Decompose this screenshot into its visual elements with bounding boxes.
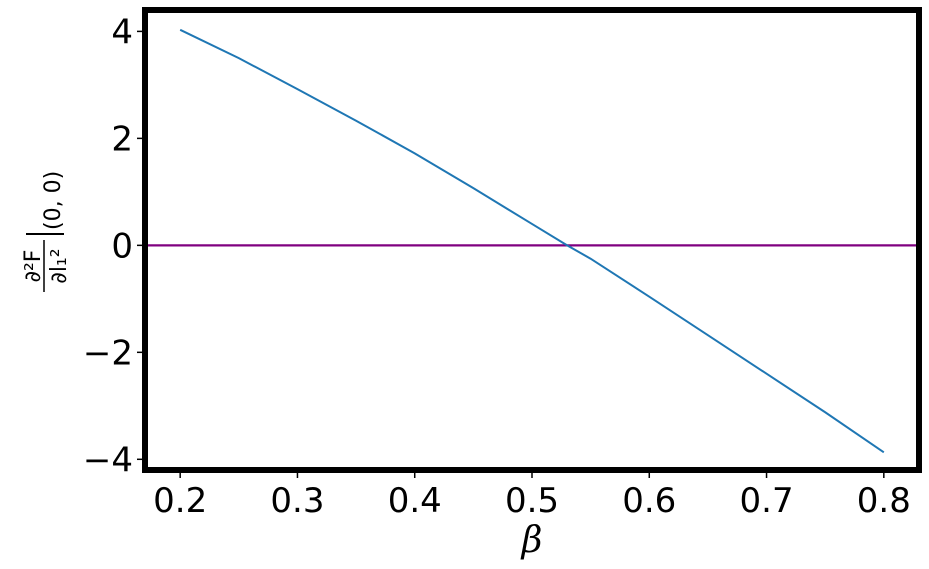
plot-frame [142,7,922,473]
x-tick-label: 0.2 [153,481,207,521]
x-tick-label: 0.6 [622,481,676,521]
y-label-evaluation-point: (0, 0) [41,171,66,230]
y-tick-label: 0 [111,226,133,266]
y-axis-label: ∂²F ∂l₁² (0, 0) [21,171,72,292]
x-tick-label: 0.3 [270,481,324,521]
x-tick-label: 0.8 [857,481,911,521]
y-tick-label: −2 [83,333,133,373]
x-axis-ticks: 0.2 0.3 0.4 0.5 0.6 0.7 0.8 [153,470,911,521]
x-axis-label: β [520,520,543,561]
series-line [179,28,885,454]
x-tick-label: 0.5 [505,481,559,521]
x-tick-label: 0.4 [388,481,442,521]
series-layer [179,28,885,454]
y-label-numerator: ∂²F [21,250,46,283]
x-tick-label: 0.7 [740,481,794,521]
y-tick-label: 4 [111,12,133,52]
y-tick-label: −4 [83,440,133,480]
y-tick-label: 2 [111,119,133,159]
y-label-denominator: ∂l₁² [47,248,72,283]
y-axis-ticks: 4 2 0 −2 −4 [83,12,145,480]
